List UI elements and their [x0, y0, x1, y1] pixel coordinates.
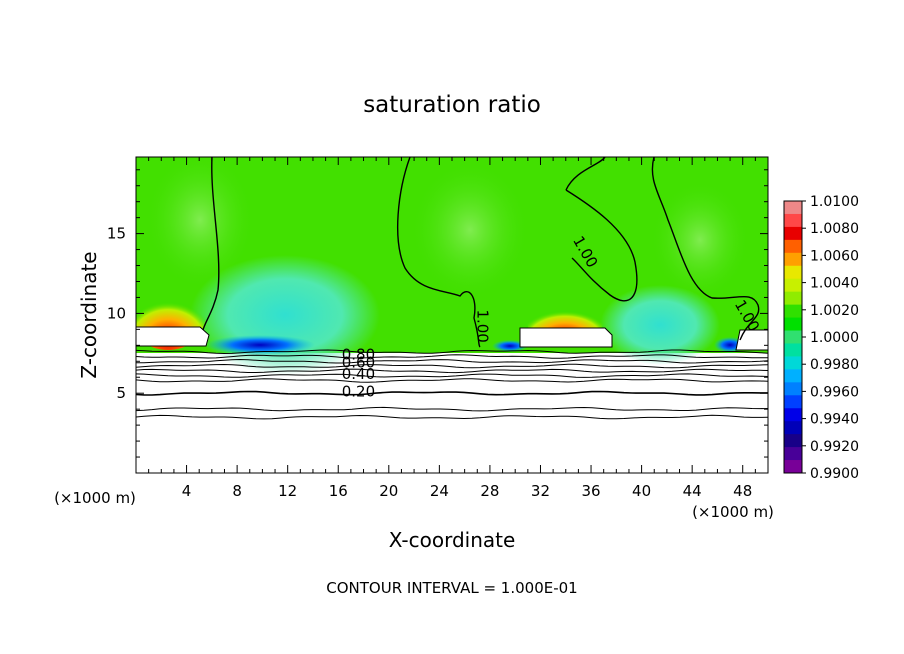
contour-label: 0.60 [342, 354, 375, 372]
x-tick-label: 16 [329, 482, 348, 500]
isoline [136, 368, 768, 374]
isoline [136, 390, 768, 396]
isolines [136, 349, 768, 420]
colorbar-label: 1.0020 [810, 303, 859, 319]
x-axis-unit: (×1000 m) [54, 489, 136, 507]
y-tick-label: 5 [116, 384, 126, 402]
colorbar-label: 0.9900 [810, 466, 859, 482]
colorbar-swatch [784, 460, 802, 474]
colorbar-swatch [784, 330, 802, 344]
colorbar-label: 0.9960 [810, 384, 859, 400]
contour-label: 0.40 [342, 365, 375, 383]
colorbar-swatch [784, 408, 802, 422]
x-axis-label: X-coordinate [389, 528, 516, 552]
colorbar-label: 1.0100 [810, 194, 859, 210]
x-tick-label: 40 [632, 482, 651, 500]
colorbar-label: 0.9940 [810, 412, 859, 428]
isoline [136, 373, 768, 378]
x-tick-label: 24 [430, 482, 449, 500]
chart-title: saturation ratio [363, 92, 541, 118]
isoline [136, 363, 768, 369]
x-tick-label: 36 [581, 482, 600, 500]
colorbar-swatch [784, 421, 802, 435]
plot-area [136, 157, 768, 473]
colorbar-swatch [784, 382, 802, 396]
isoline [136, 349, 768, 355]
colorbar-swatch [784, 369, 802, 383]
colorbar-label: 0.9920 [810, 439, 859, 455]
colorbar-swatch [784, 356, 802, 370]
colorbar-swatch [784, 343, 802, 357]
colorbar-swatch [784, 252, 802, 267]
contour-label: 0.80 [342, 346, 375, 364]
colorbar-swatch [784, 226, 802, 241]
y-axis-unit-right: (×1000 m) [692, 503, 774, 521]
colorbar-swatch [784, 201, 802, 215]
x-tick-label: 12 [278, 482, 297, 500]
colorbar-swatch [784, 317, 802, 332]
colorbar-swatch [784, 434, 802, 448]
colorbar-swatch [784, 291, 802, 306]
colorbar-label: 1.0080 [810, 221, 859, 237]
colorbar-swatch [784, 278, 802, 293]
y-axis-label: Z-coordinate [77, 251, 101, 378]
isoline [136, 358, 768, 364]
colorbar-label: 1.0040 [810, 276, 859, 292]
colorbar-label: 1.0060 [810, 248, 859, 264]
contour-interval-note: CONTOUR INTERVAL = 1.000E-01 [326, 579, 577, 597]
x-axis: 4 8 12 16 20 24 28 32 36 40 44 48 [148, 157, 756, 500]
isoline [136, 406, 768, 412]
x-tick-label: 32 [531, 482, 550, 500]
contour-label: 0.20 [342, 382, 375, 400]
y-tick-label: 10 [107, 304, 126, 322]
colorbar-swatch [784, 395, 802, 409]
colorbar-swatch [784, 265, 802, 280]
x-tick-label: 48 [733, 482, 752, 500]
colorbar-label: 0.9980 [810, 357, 859, 373]
isoline [136, 354, 768, 359]
contour-label: 1.00 [473, 309, 491, 342]
colorbar-swatch [784, 304, 802, 319]
y-axis: 5 10 15 [107, 169, 768, 458]
colorbar-label: 1.0000 [810, 330, 859, 346]
colorbar-swatch [784, 447, 802, 461]
x-tick-label: 4 [182, 482, 192, 500]
x-tick-label: 44 [683, 482, 702, 500]
x-tick-label: 8 [232, 482, 242, 500]
isoline [136, 378, 768, 383]
isoline [136, 414, 768, 420]
colorbar: 1.0100 1.0080 1.0060 1.0040 1.0020 1.0000 0.99… [783, 194, 859, 482]
x-tick-label: 20 [379, 482, 398, 500]
y-tick-label: 15 [107, 225, 126, 243]
x-tick-label: 28 [480, 482, 499, 500]
colorbar-swatch [784, 213, 802, 228]
colorbar-swatch [784, 239, 802, 254]
